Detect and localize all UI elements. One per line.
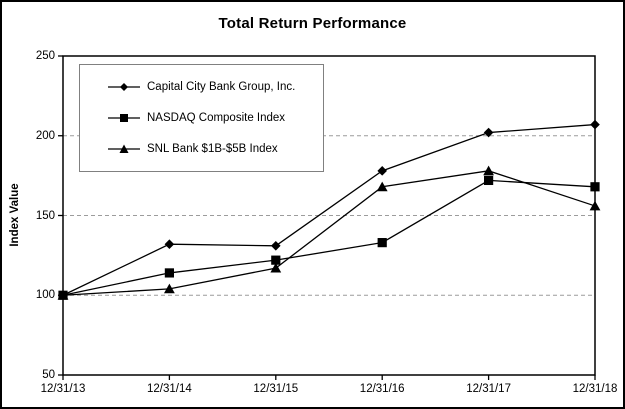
y-tick-label-250: 250 <box>35 50 55 62</box>
x-tick-label-3: 12/31/16 <box>359 383 405 395</box>
square-marker-s1-p3 <box>377 238 387 248</box>
triangle-marker-s2-p5 <box>589 200 601 211</box>
legend-item-1: NASDAQ Composite Index <box>108 112 323 124</box>
triangle-legend-icon <box>108 144 140 154</box>
y-tick-label-200: 200 <box>35 129 55 142</box>
legend-label-2: SNL Bank $1B-$5B Index <box>147 143 278 156</box>
triangle-marker-s2-p3 <box>376 181 388 192</box>
x-tick-label-2: 12/31/15 <box>253 383 299 395</box>
legend: Capital City Bank Group, Inc. NASDAQ Comp… <box>79 64 324 172</box>
x-tick-label-4: 12/31/17 <box>466 383 511 395</box>
square-marker-s1-p5 <box>590 182 600 192</box>
square-marker-s1-p0 <box>58 290 68 300</box>
chart-title: Total Return Performance <box>218 15 407 32</box>
legend-item-2: SNL Bank $1B-$5B Index <box>108 143 323 155</box>
square-legend-icon <box>108 113 140 122</box>
diamond-marker-s0-p5 <box>590 119 600 130</box>
y-tick-label-150: 150 <box>35 209 55 222</box>
diamond-legend-icon <box>108 82 140 91</box>
square-marker-s1-p1 <box>164 268 174 278</box>
legend-label-1: NASDAQ Composite Index <box>147 111 286 124</box>
x-tick-label-1: 12/31/14 <box>147 383 192 395</box>
triangle-marker-s2-p1 <box>164 283 175 294</box>
triangle-marker-s2-p4 <box>483 165 494 176</box>
square-marker-s1-p2 <box>271 255 281 265</box>
x-tick-label-0: 12/31/13 <box>40 383 86 395</box>
diamond-marker-s0-p2 <box>271 241 281 251</box>
diamond-marker-s0-p4 <box>483 127 494 138</box>
square-marker-s1-p4 <box>484 175 494 186</box>
legend-item-0: Capital City Bank Group, Inc. <box>108 81 323 93</box>
y-tick-label-50: 50 <box>42 369 55 381</box>
series-line-1 <box>62 179 596 296</box>
series-line-0 <box>62 123 596 296</box>
triangle-marker-s2-p2 <box>270 262 282 273</box>
legend-label-0: Capital City Bank Group, Inc. <box>147 80 296 93</box>
diamond-marker-s0-p3 <box>377 166 387 176</box>
x-tick-label-5: 12/31/18 <box>572 383 618 395</box>
diamond-marker-s0-p1 <box>164 239 175 250</box>
y-tick-label-100: 100 <box>35 289 55 302</box>
series-line-2 <box>62 170 596 296</box>
